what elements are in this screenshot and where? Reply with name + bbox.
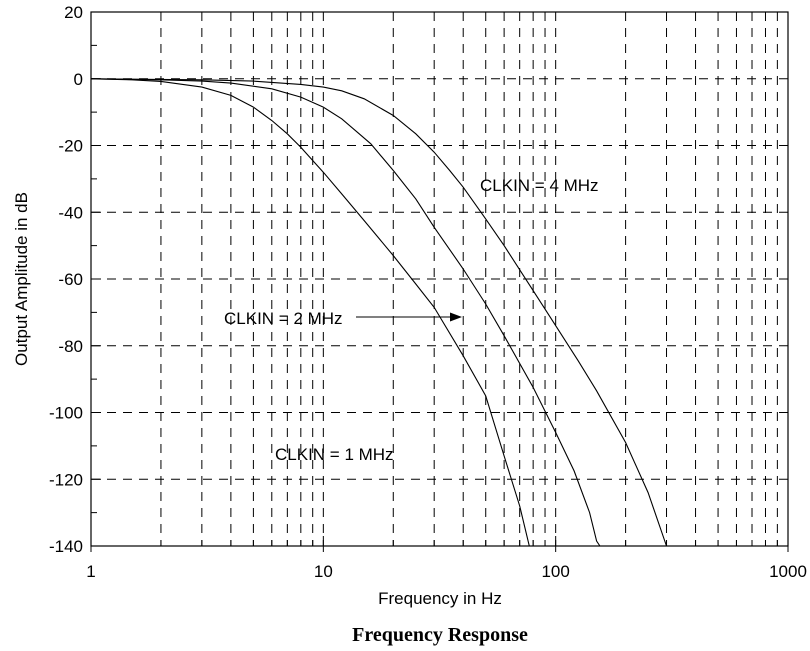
annotation-clkin-4mhz: CLKIN = 4 MHz xyxy=(480,176,599,195)
x-tick-label: 100 xyxy=(541,562,569,581)
y-tick-label: -120 xyxy=(49,470,83,489)
series-curves xyxy=(90,78,668,547)
x-axis-title: Frequency in Hz xyxy=(378,589,502,608)
y-tick-label: -80 xyxy=(58,337,83,356)
series-line-1 xyxy=(90,78,530,547)
y-tick-label: -140 xyxy=(49,537,83,556)
annotation-clkin-2mhz: CLKIN = 2 MHz xyxy=(224,309,343,328)
y-tick-label: 0 xyxy=(74,70,83,89)
annotation-arrow xyxy=(356,312,462,322)
annotation-clkin-1mhz: CLKIN = 1 MHz xyxy=(275,445,394,464)
series-line-3 xyxy=(90,78,668,547)
x-tick-label: 10 xyxy=(314,562,333,581)
x-tick-label: 1000 xyxy=(769,562,807,581)
y-tick-label: 20 xyxy=(64,3,83,22)
x-tick-label: 1 xyxy=(86,562,95,581)
y-tick-label: -40 xyxy=(58,203,83,222)
y-tick-label: -60 xyxy=(58,270,83,289)
series-line-2 xyxy=(90,78,601,547)
chart-caption: Frequency Response xyxy=(352,624,528,646)
y-tick-label: -100 xyxy=(49,404,83,423)
y-tick-label: -20 xyxy=(58,137,83,156)
y-axis-title: Output Amplitude in dB xyxy=(12,192,31,366)
grid-lines xyxy=(91,12,788,546)
